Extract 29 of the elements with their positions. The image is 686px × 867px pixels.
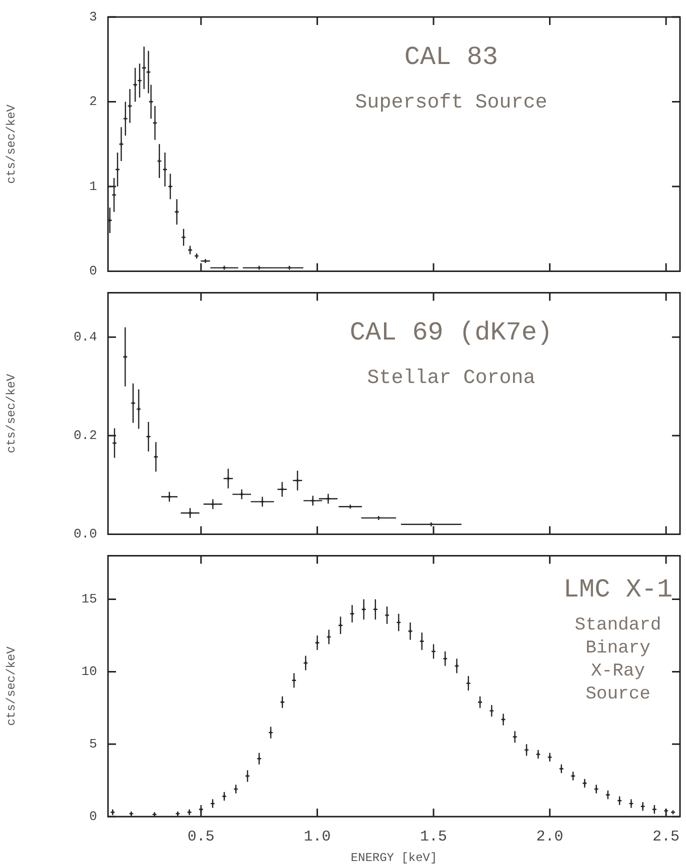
y-axis-title: cts/sec/keV — [4, 373, 18, 454]
annotation: Source — [586, 684, 650, 705]
y-axis-title: cts/sec/keV — [4, 104, 18, 184]
y-tick-label: 2 — [89, 94, 97, 110]
x-tick-label: 1.0 — [304, 828, 331, 846]
annotation: Stellar Corona — [367, 367, 536, 390]
y-tick-label: 3 — [89, 9, 97, 24]
annotation: LMC X-1 — [563, 574, 673, 605]
y-tick-label: 15 — [81, 592, 97, 607]
y-tick-label: 0 — [89, 809, 97, 824]
x-tick-label: 1.5 — [420, 828, 448, 846]
y-axis-title: cts/sec/keV — [4, 646, 18, 726]
y-tick-label: 0.4 — [74, 330, 98, 345]
x-tick-label: 2.0 — [536, 828, 564, 846]
annotation: Binary — [586, 638, 651, 659]
x-axis-title: ENERGY [keV] — [350, 850, 438, 865]
y-tick-label: 1 — [89, 178, 98, 194]
y-tick-label: 0.2 — [74, 428, 97, 444]
y-tick-label: 5 — [89, 736, 97, 752]
y-tick-label: 0.0 — [74, 526, 97, 542]
annotation: Standard — [574, 616, 662, 636]
x-tick-label: 2.5 — [652, 828, 680, 846]
annotation: X-Ray — [590, 662, 646, 682]
annotation: Supersoft Source — [355, 91, 548, 114]
annotation: CAL 83 — [404, 42, 498, 72]
annotation: CAL 69 (dK7e) — [350, 318, 553, 348]
x-tick-label: 0.5 — [188, 828, 215, 846]
y-tick-label: 0 — [89, 264, 97, 279]
y-tick-label: 10 — [81, 664, 97, 680]
